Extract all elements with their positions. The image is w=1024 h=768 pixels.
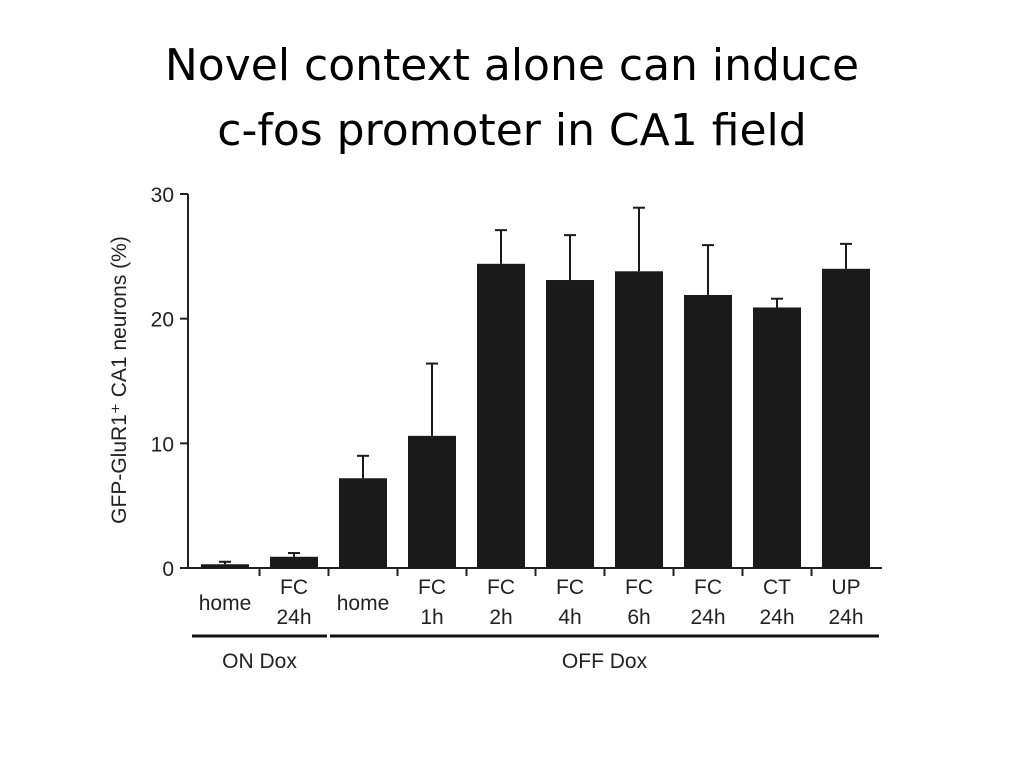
bar [270, 556, 318, 568]
x-tick-label: home [199, 592, 252, 615]
group-label: ON Dox [222, 650, 297, 673]
error-bar [840, 242, 852, 269]
x-tick-label: 24h [276, 606, 311, 629]
x-tick-label: CT [763, 576, 791, 599]
x-tick-label: 6h [627, 606, 650, 629]
title-line: Novel context alone can induce [165, 40, 859, 91]
bar [408, 435, 456, 568]
bar [615, 271, 663, 568]
x-tick-label: 24h [690, 606, 725, 629]
x-tick-label: 4h [558, 606, 581, 629]
error-bar [495, 229, 507, 264]
error-bar [633, 206, 645, 272]
title-line: c-fos promoter in CA1 field [217, 105, 806, 156]
x-tick-label: home [337, 592, 390, 615]
x-tick-label: 24h [759, 606, 794, 629]
error-bar [357, 454, 369, 479]
x-tick-label: FC [418, 576, 446, 599]
error-bar [288, 552, 300, 557]
y-axis-label: GFP-GluR1⁺ CA1 neurons (%) [108, 236, 131, 524]
x-tick-label: 1h [420, 606, 443, 629]
error-bar [564, 234, 576, 281]
bar [201, 564, 249, 568]
x-tick-label: 2h [489, 606, 512, 629]
y-tick-label: 10 [151, 433, 174, 456]
x-tick-label: FC [625, 576, 653, 599]
bar [822, 268, 870, 568]
x-tick-label: FC [280, 576, 308, 599]
bar [684, 294, 732, 568]
error-bar [426, 362, 438, 436]
error-bar [702, 244, 714, 295]
error-bar [219, 560, 231, 565]
y-tick-label: 30 [151, 184, 174, 207]
y-tick-label: 0 [162, 558, 174, 581]
x-tick-label: FC [556, 576, 584, 599]
bar [753, 307, 801, 568]
x-tick-label: UP [831, 576, 860, 599]
group-label: OFF Dox [562, 650, 648, 673]
y-tick-label: 20 [151, 309, 174, 332]
bar [339, 478, 387, 568]
x-tick-label: 24h [828, 606, 863, 629]
bar [546, 280, 594, 568]
bar [477, 263, 525, 568]
error-bar [771, 297, 783, 308]
x-tick-label: FC [487, 576, 515, 599]
x-tick-label: FC [694, 576, 722, 599]
